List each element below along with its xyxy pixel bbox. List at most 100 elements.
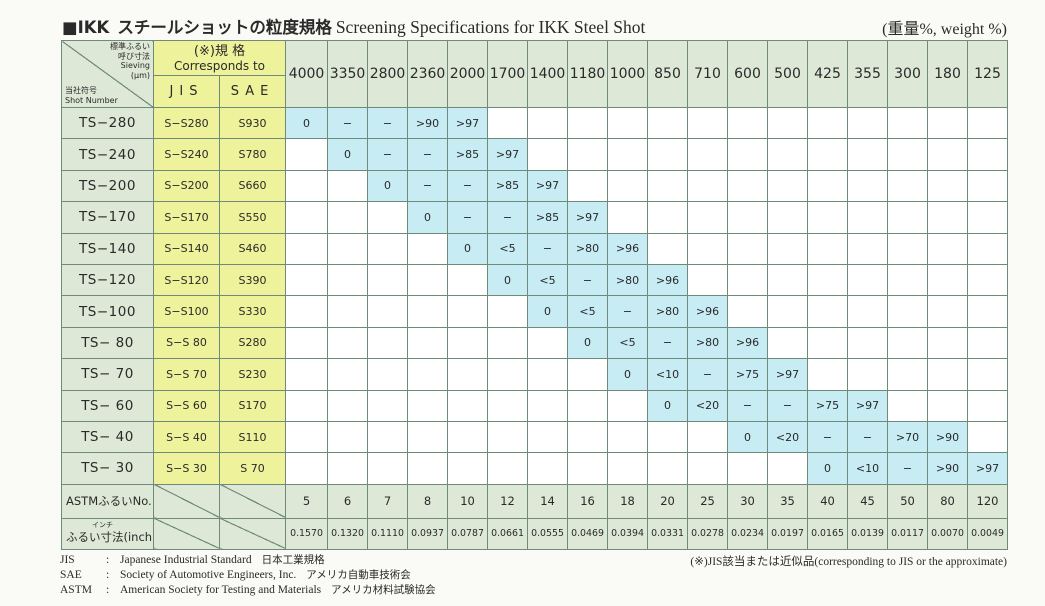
empty-cell [527,452,569,485]
astm-number-cell: 35 [767,483,809,519]
empty-cell [607,106,649,140]
sieve-size-header: 850 [647,40,689,108]
screen-value-cell: 0 [607,358,649,391]
corner-top-line: 呼び寸法 [118,51,150,61]
empty-cell [887,358,929,391]
jis-cell: S−S 30 [153,452,220,485]
title-jp: スチールショットの粒度規格 [117,18,332,37]
sieve-size-header: 500 [767,40,809,108]
empty-cell [487,326,529,360]
table-row: TS−280 S−S280 S930 0− − >90 >97 [61,106,1009,140]
empty-cell [847,232,889,265]
empty-cell [927,358,969,391]
table-row: TS−200 S−S200 S660 0− − >85 >97 [61,169,1009,203]
screen-value-cell: >85 [527,201,569,234]
empty-cell [327,452,369,485]
corner-top-line: (μm) [130,70,150,80]
screen-value-cell: 0 [407,201,449,234]
screen-value-cell: >70 [887,420,929,454]
shot-number-cell: TS−240 [61,138,154,171]
empty-cell [327,201,369,234]
sieve-size-header: 180 [927,40,969,108]
empty-cell [887,295,929,328]
astm-number-cell: 40 [807,483,849,519]
empty-cell [967,295,1009,328]
astm-row: ASTMふるいNo. 5 6 7 8 10 12 14 16 18 20 25 30 35 40 45 50 80… [61,483,1009,519]
empty-cell [607,138,649,171]
screen-value-cell: 0 [727,420,769,454]
sae-cell: S550 [218,201,287,234]
empty-cell [285,169,329,203]
astm-number-cell: 14 [527,483,569,519]
empty-cell [807,232,849,265]
empty-cell [647,420,689,454]
empty-cell [647,169,689,203]
empty-cell [967,106,1009,140]
footnote-corresponds: (※)JIS該当または近似品(corresponding to JIS or t… [690,556,1007,568]
empty-cell [727,138,769,171]
astm-number-cell: 10 [447,483,489,519]
table-row: TS− 70 S−S 70 S230 0 <10− >75 >97 [61,358,1009,391]
empty-cell [607,389,649,422]
screen-value-cell: − [687,358,729,391]
diagonal-cell [153,483,220,519]
empty-cell [327,232,369,265]
spec-table: 標準ふるい 呼び寸法 Sieving (μm) 当社符号 Shot Number (※)… [61,40,1009,550]
empty-cell [807,263,849,297]
astm-number-cell: 50 [887,483,929,519]
empty-cell [647,232,689,265]
shot-number-cell: TS−170 [61,201,154,234]
jis-cell: S−S 40 [153,420,220,454]
sae-header: SAE [218,75,287,108]
jis-cell: S−S170 [153,201,220,234]
empty-cell [487,389,529,422]
jis-cell: S−S 70 [153,358,220,391]
empty-cell [327,420,369,454]
empty-cell [367,295,409,328]
empty-cell [367,452,409,485]
corresponds-en: Corresponds to [173,58,266,73]
empty-cell [285,420,329,454]
screen-value-cell: 0 [447,232,489,265]
empty-cell [967,201,1009,234]
shot-number-cell: TS−280 [61,106,154,140]
inch-label: ふるい寸法(inch) [66,529,154,544]
empty-cell [487,420,529,454]
astm-number-cell: 16 [567,483,609,519]
empty-cell [967,358,1009,391]
empty-cell [567,138,609,171]
empty-cell [285,358,329,391]
screen-value-cell: >97 [847,389,889,422]
screen-value-cell: >90 [927,420,969,454]
empty-cell [285,201,329,234]
inch-label-cell: インチ ふるい寸法(inch) [61,517,154,550]
footnote-row: ASTM: American Society for Testing and Ma… [60,583,436,598]
empty-cell [727,232,769,265]
jis-cell: S−S100 [153,295,220,328]
shot-number-header-label: 当社符号 Shot Number [65,86,118,105]
sieve-size-header: 1700 [487,40,529,108]
inch-size-cell: 0.1110 [367,517,409,550]
empty-cell [327,295,369,328]
shot-number-cell: TS−140 [61,232,154,265]
empty-cell [447,420,489,454]
empty-cell [285,263,329,297]
empty-cell [767,452,809,485]
empty-cell [367,358,409,391]
inch-size-cell: 0.0787 [447,517,489,550]
inch-ruby: インチ [92,520,113,529]
sieve-size-header: 4000 [285,40,329,108]
screen-value-cell: >96 [607,232,649,265]
screen-value-cell: − [367,106,409,140]
screen-value-cell: 0 [487,263,529,297]
empty-cell [927,138,969,171]
empty-cell [767,201,809,234]
screen-value-cell: − [407,138,449,171]
empty-cell [767,169,809,203]
empty-cell [447,389,489,422]
corner-top-line: Sieving [120,61,150,70]
empty-cell [927,169,969,203]
diagonal-cell [218,517,287,550]
table-row: TS− 80 S−S 80 S280 0 <5− >80 >96 [61,326,1009,360]
shot-number-cell: TS−200 [61,169,154,203]
